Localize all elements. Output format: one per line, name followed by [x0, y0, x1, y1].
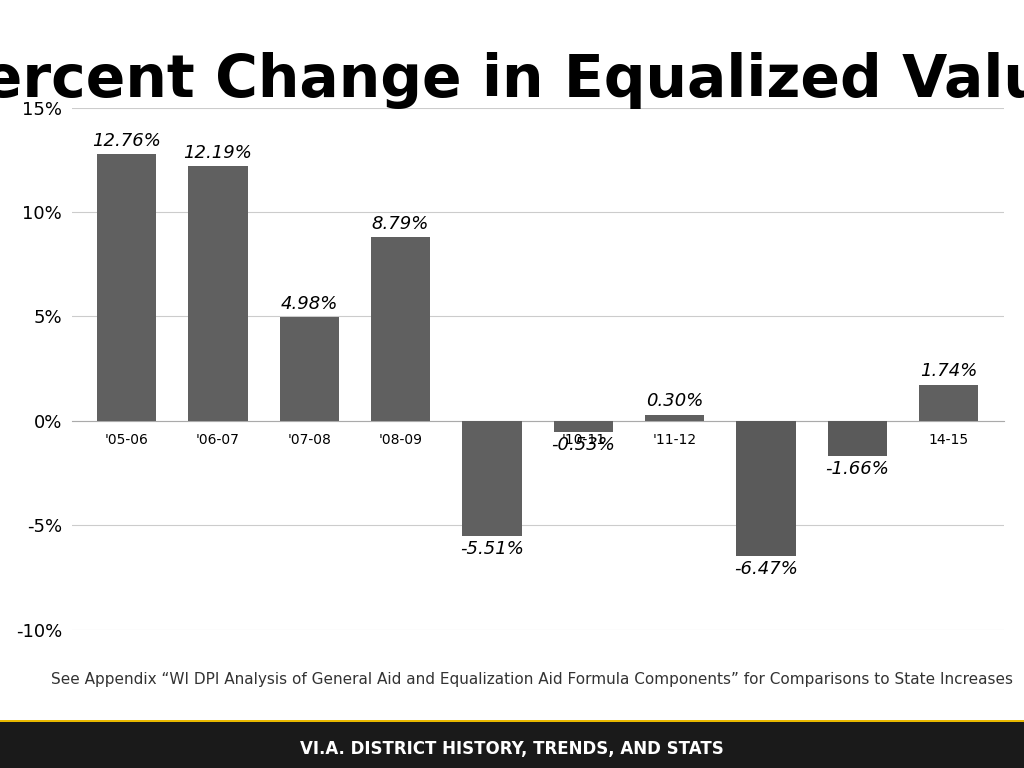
Text: -1.66%: -1.66% [825, 460, 889, 478]
Bar [371, 237, 430, 421]
Text: 1.74%: 1.74% [920, 362, 977, 380]
Text: Percent Change in Equalized Value: Percent Change in Equalized Value [0, 52, 1024, 109]
Text: 8.79%: 8.79% [372, 215, 429, 233]
Bar [188, 166, 248, 421]
Text: VI.A. DISTRICT HISTORY, TRENDS, AND STATS: VI.A. DISTRICT HISTORY, TRENDS, AND STAT… [300, 740, 724, 758]
Bar [97, 154, 157, 421]
Text: See Appendix “WI DPI Analysis of General Aid and Equalization Aid Formula Compon: See Appendix “WI DPI Analysis of General… [51, 672, 1013, 687]
Text: -0.53%: -0.53% [551, 436, 615, 454]
Bar [919, 385, 978, 421]
Bar [645, 415, 705, 421]
Text: -5.51%: -5.51% [460, 540, 524, 558]
Bar [462, 421, 521, 536]
Bar [280, 317, 339, 421]
Text: 12.76%: 12.76% [92, 132, 161, 150]
Text: 0.30%: 0.30% [646, 392, 703, 410]
Text: -6.47%: -6.47% [734, 560, 798, 578]
Bar [736, 421, 796, 556]
Bar [827, 421, 887, 455]
Text: 12.19%: 12.19% [183, 144, 252, 162]
Text: 4.98%: 4.98% [281, 295, 338, 313]
Bar [554, 421, 613, 432]
